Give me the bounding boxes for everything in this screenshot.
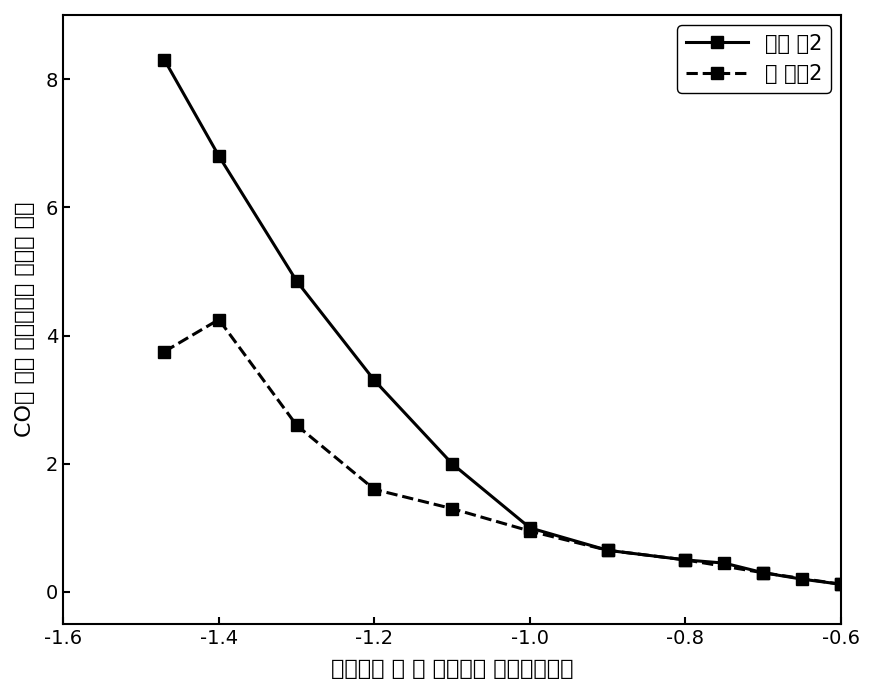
实施 例2	[291, 277, 302, 285]
比 较例2	[369, 485, 380, 493]
比 较例2	[836, 580, 846, 589]
实施 例2	[603, 546, 613, 555]
实施 例2	[214, 152, 224, 160]
实施 例2	[797, 575, 808, 584]
实施 例2	[758, 568, 768, 577]
X-axis label: 电位／伏 特 （ 相对于饱 和甘汞电极）: 电位／伏 特 （ 相对于饱 和甘汞电极）	[331, 659, 573, 679]
Line: 比 较例2: 比 较例2	[159, 314, 846, 590]
Line: 实施 例2: 实施 例2	[159, 54, 846, 590]
比 较例2	[680, 556, 690, 564]
比 较例2	[291, 421, 302, 430]
实施 例2	[159, 56, 170, 64]
比 较例2	[603, 546, 613, 555]
实施 例2	[680, 556, 690, 564]
Legend: 实施 例2, 比 较例2: 实施 例2, 比 较例2	[677, 26, 830, 92]
比 较例2	[159, 348, 170, 356]
实施 例2	[836, 580, 846, 589]
实施 例2	[719, 559, 730, 567]
实施 例2	[447, 459, 458, 468]
比 较例2	[447, 505, 458, 513]
实施 例2	[369, 376, 380, 384]
实施 例2	[525, 524, 536, 532]
比 较例2	[758, 568, 768, 577]
Y-axis label: CO分 电流 密度／毫安 每平方 厘米: CO分 电流 密度／毫安 每平方 厘米	[15, 202, 35, 437]
比 较例2	[525, 527, 536, 535]
比 较例2	[214, 315, 224, 323]
